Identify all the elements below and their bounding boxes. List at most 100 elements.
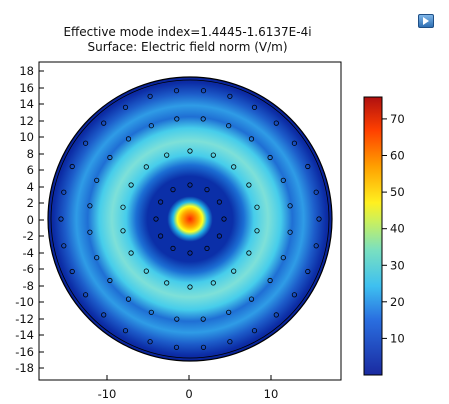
air-hole <box>287 229 293 235</box>
air-hole <box>83 140 89 146</box>
air-hole <box>61 243 67 249</box>
air-hole <box>58 216 64 222</box>
air-hole <box>174 316 180 322</box>
air-hole <box>158 233 164 239</box>
air-hole <box>204 187 210 193</box>
play-icon[interactable] <box>418 14 434 28</box>
air-hole <box>305 163 311 170</box>
x-tick: 10 <box>264 375 279 401</box>
air-hole <box>221 216 227 222</box>
y-tick-label: 0 <box>27 213 34 227</box>
air-hole <box>210 280 216 286</box>
air-holes <box>58 88 322 350</box>
air-hole <box>267 277 273 284</box>
air-hole <box>187 182 193 188</box>
air-hole <box>287 203 293 209</box>
y-tick-label: -2 <box>23 229 34 243</box>
y-tick-label: -14 <box>15 328 34 342</box>
air-hole <box>280 255 286 261</box>
air-hole <box>216 233 222 239</box>
y-tick-label: -4 <box>23 246 34 260</box>
x-axis: -10 0 10 <box>98 375 279 401</box>
air-hole <box>173 344 180 350</box>
air-hole <box>148 309 154 315</box>
colorbar-tick-label: 40 <box>390 222 405 236</box>
x-tick-label: 10 <box>264 387 279 401</box>
air-hole <box>158 199 164 205</box>
air-hole <box>251 104 258 110</box>
air-hole <box>251 328 258 334</box>
y-tick: 8 <box>27 147 44 161</box>
air-hole <box>122 328 129 334</box>
air-hole <box>164 152 170 158</box>
air-hole <box>170 187 176 193</box>
air-hole <box>200 344 207 350</box>
y-tick-label: -6 <box>23 262 34 276</box>
air-hole <box>227 339 233 345</box>
y-tick: 18 <box>19 64 44 78</box>
air-hole <box>101 312 107 318</box>
air-hole <box>246 250 252 256</box>
y-tick-label: 10 <box>19 130 34 144</box>
air-hole <box>291 292 297 298</box>
y-tick-label: 6 <box>27 163 34 177</box>
air-hole <box>148 123 154 129</box>
air-hole <box>280 177 286 183</box>
air-hole <box>210 152 216 158</box>
y-tick-label: 16 <box>19 81 34 95</box>
air-hole <box>107 277 113 284</box>
plot-subtitle: Surface: Electric field norm (V/m) <box>87 40 288 54</box>
air-hole <box>69 268 75 275</box>
air-hole <box>248 296 255 302</box>
air-hole <box>122 104 129 110</box>
y-tick-label: 14 <box>19 97 34 111</box>
y-tick: -4 <box>23 246 44 260</box>
y-tick-label: -18 <box>15 361 34 375</box>
air-hole <box>153 216 159 222</box>
colorbar-tick-label: 10 <box>390 331 405 345</box>
air-hole <box>170 245 176 251</box>
air-hole <box>316 216 322 222</box>
air-hole <box>69 163 75 170</box>
air-hole <box>231 268 237 274</box>
air-hole <box>128 250 134 256</box>
air-hole <box>173 88 180 94</box>
air-hole <box>248 136 255 142</box>
y-tick: -18 <box>15 361 44 375</box>
y-axis: 18 16 14 12 10 8 6 4 2 0 -2 -4 -6 -8 -10… <box>15 64 44 375</box>
y-tick: 14 <box>19 97 44 111</box>
y-tick: -8 <box>23 279 44 293</box>
colorbar-tick-label: 50 <box>390 185 405 199</box>
air-hole <box>226 309 232 315</box>
air-hole <box>174 116 180 122</box>
air-hole <box>273 312 279 318</box>
air-hole <box>187 284 193 290</box>
air-hole <box>125 296 132 302</box>
y-tick-label: 4 <box>27 180 34 194</box>
y-tick: 2 <box>27 196 44 210</box>
air-hole <box>200 116 206 122</box>
y-tick-label: -16 <box>15 345 34 359</box>
y-tick-label: -8 <box>23 279 34 293</box>
air-hole <box>107 154 113 161</box>
air-hole <box>147 339 153 345</box>
fiber-outer-boundary <box>47 76 333 362</box>
air-hole <box>164 280 170 286</box>
x-tick-label: -10 <box>98 387 117 401</box>
air-hole <box>254 228 260 234</box>
y-tick-label: 8 <box>27 147 34 161</box>
air-hole <box>200 88 207 94</box>
air-hole <box>187 250 193 256</box>
air-hole <box>87 203 93 209</box>
fiber-disk <box>48 77 332 361</box>
y-tick: 6 <box>27 163 44 177</box>
fiber-inner-boundary <box>50 79 330 359</box>
colorbar: 10 20 30 40 50 60 70 <box>363 96 405 376</box>
y-tick: 16 <box>19 81 44 95</box>
x-tick: -10 <box>98 375 117 401</box>
x-tick: 0 <box>185 375 193 401</box>
air-hole <box>101 120 107 126</box>
colorbar-tick-label: 70 <box>390 112 405 126</box>
air-hole <box>143 268 149 274</box>
